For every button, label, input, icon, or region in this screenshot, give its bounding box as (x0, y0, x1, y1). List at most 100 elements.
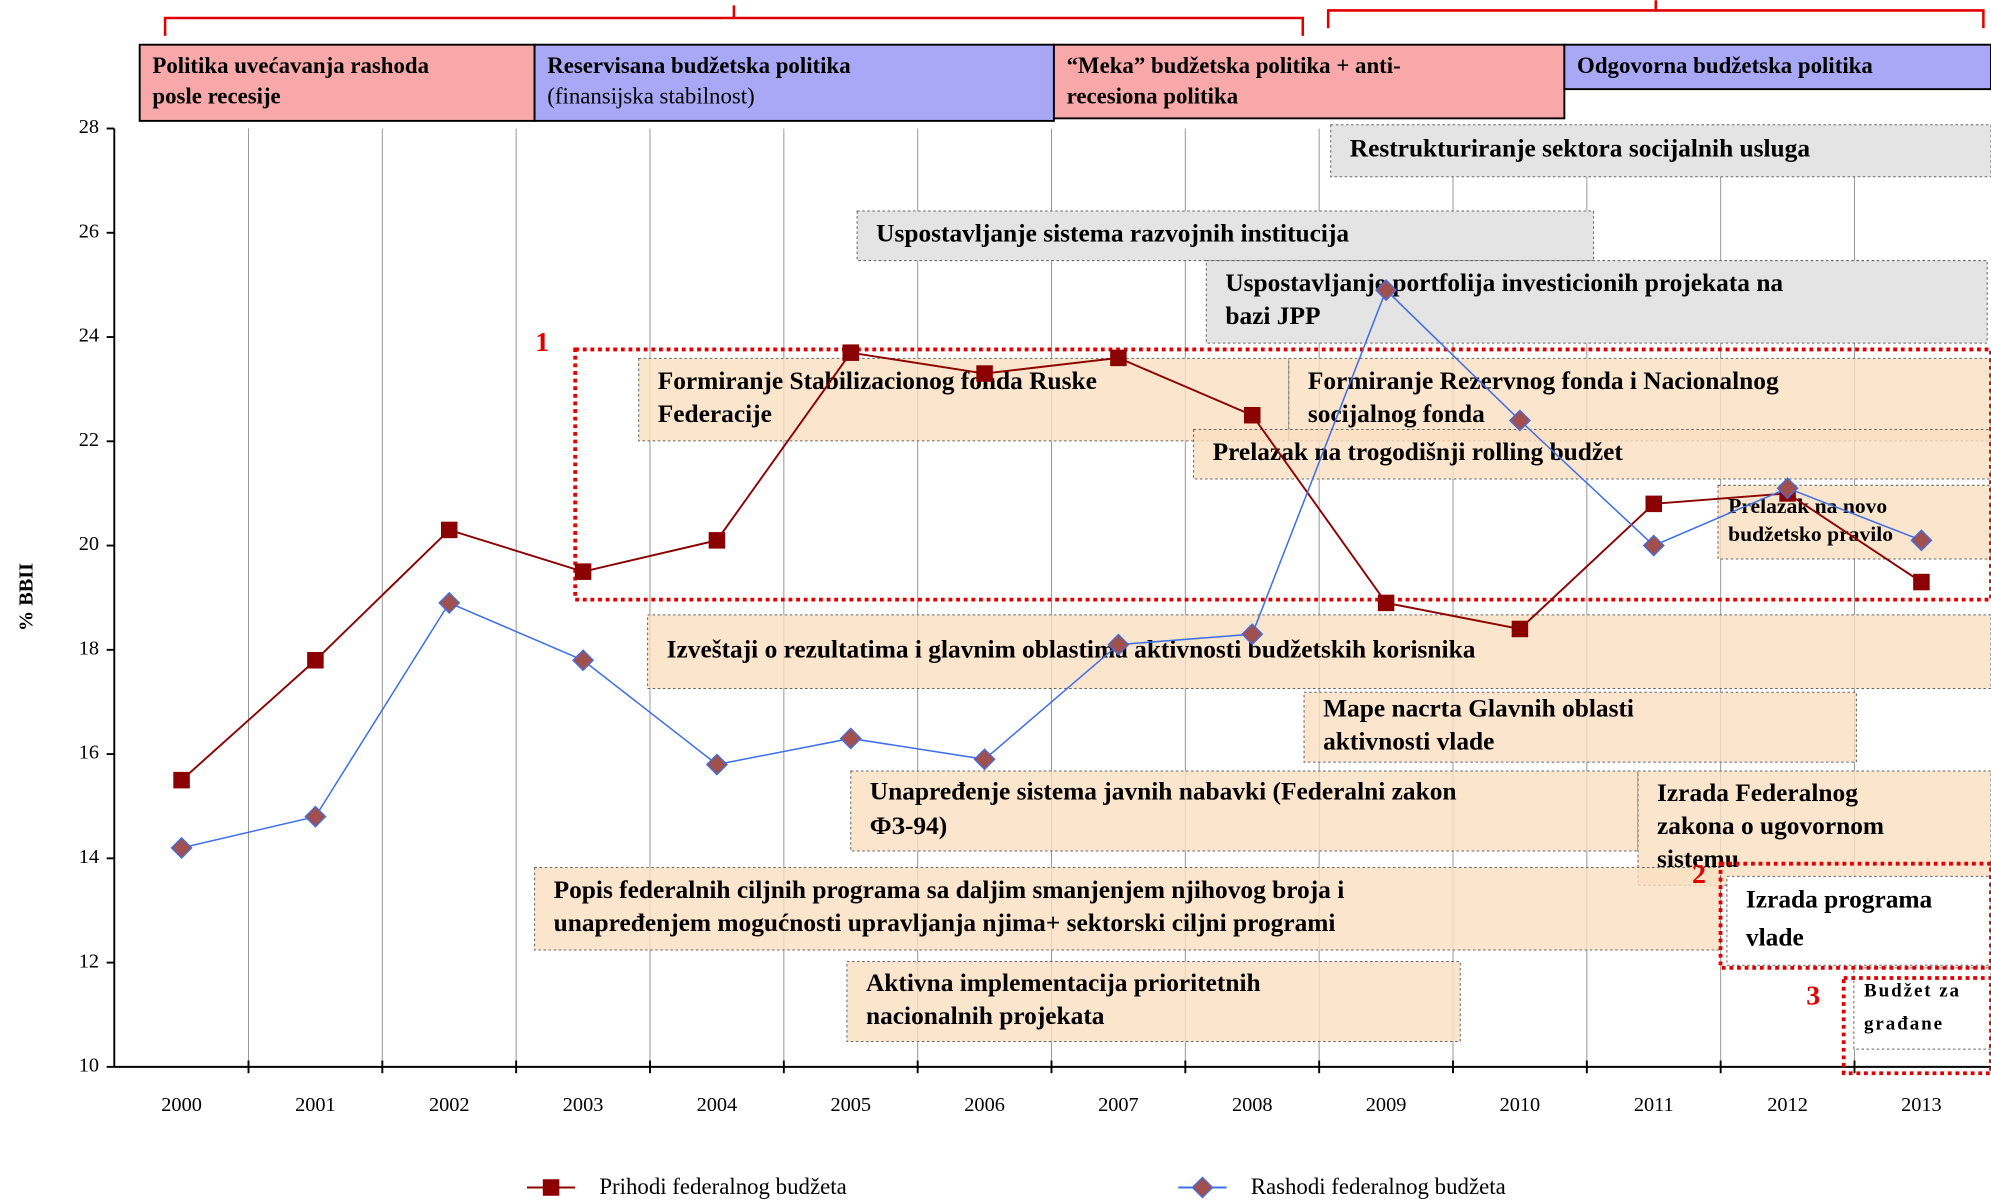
y-tick-label: 14 (79, 846, 99, 868)
annotation-text: nacionalnih projekata (866, 1002, 1105, 1030)
highlight-frame (1718, 861, 1991, 970)
x-tick-label: 2008 (1232, 1094, 1273, 1116)
annotation-text: Uspostavljanje sistema razvojnih institu… (876, 220, 1349, 248)
period-box (1052, 43, 1566, 120)
region-number: 1 (535, 327, 549, 358)
annotation-text: Izveštaji o rezultatima i glavnim oblast… (667, 635, 1476, 663)
y-tick-label: 20 (79, 533, 99, 555)
x-tick-label: 2010 (1500, 1094, 1541, 1116)
y-tick-label: 18 (79, 637, 99, 659)
data-point (1642, 534, 1665, 557)
x-tick-label: 2012 (1767, 1094, 1808, 1116)
data-point (574, 563, 592, 580)
annotation-text: Formiranje Rezervnog fonda i Nacionalnog (1308, 367, 1779, 395)
y-axis-label: % BBII (16, 563, 38, 631)
annotation-text: unapređenjem mogućnosti upravljanja njim… (554, 909, 1336, 937)
x-tick-label: 2000 (161, 1094, 202, 1116)
annotation-text: Mape nacrta Glavnih oblasti (1323, 695, 1634, 723)
data-point (1107, 633, 1130, 656)
data-point (1645, 495, 1663, 513)
data-point (1375, 279, 1398, 302)
annotation-box (534, 867, 1722, 951)
data-point (705, 753, 728, 776)
period-label: (finansijska stabilnost) (547, 83, 754, 108)
x-tick-label: 2001 (295, 1094, 336, 1116)
annotation-text: bazi JPP (1225, 302, 1320, 330)
annotation-box (1853, 967, 1991, 1050)
data-point (304, 805, 327, 828)
data-point (173, 771, 190, 789)
data-point (842, 344, 859, 361)
series-line (181, 288, 1922, 849)
highlight-frame (1841, 976, 1991, 1076)
annotation-text: Popis federalnih ciljnih programa sa dal… (554, 876, 1345, 904)
x-tick-label: 2013 (1901, 1094, 1942, 1116)
period-label: “Meka” budžetska politika + anti- (1067, 53, 1401, 78)
annotation-box (1288, 357, 1991, 442)
data-point (708, 532, 726, 549)
x-tick-label: 2004 (697, 1094, 738, 1116)
annotation-box (1726, 875, 1991, 966)
annotation-box (850, 770, 1639, 852)
region-number: 3 (1806, 981, 1820, 1012)
y-tick-label: 26 (79, 220, 99, 242)
x-tick-label: 2007 (1098, 1094, 1139, 1116)
annotation-text: Uspostavljanje portfolija investicionih … (1225, 269, 1783, 297)
x-tick-label: 2009 (1366, 1094, 1407, 1116)
y-tick-label: 22 (79, 429, 99, 451)
data-point (1191, 1176, 1214, 1199)
data-point (973, 748, 996, 771)
annotation-text: Izrada programa (1746, 886, 1933, 914)
annotation-box (846, 960, 1461, 1042)
annotation-box (1330, 124, 1991, 178)
period-label: posle recesije (152, 83, 280, 108)
data-point (1110, 349, 1127, 367)
annotation-box (1303, 691, 1857, 763)
x-tick-label: 2002 (429, 1094, 470, 1116)
data-point (1913, 573, 1930, 591)
data-point (1377, 594, 1395, 612)
data-point (440, 521, 458, 539)
data-point (307, 651, 324, 669)
data-point (542, 1179, 560, 1196)
annotation-text: aktivnosti vlade (1323, 728, 1494, 756)
annotation-text: budžetsko pravilo (1728, 522, 1893, 546)
period-label: Reservisana budžetska politika (547, 53, 851, 78)
y-tick-label: 28 (79, 116, 99, 138)
period-brackets (163, 0, 1985, 36)
annotation-box (1193, 428, 1991, 480)
x-tick-label: 2005 (830, 1094, 871, 1116)
period-label: Odgovorna budžetska politika (1577, 53, 1873, 78)
annotation-text: građane (1864, 1013, 1944, 1034)
period-box (138, 43, 536, 122)
y-tick-label: 24 (79, 325, 99, 347)
annotation-text: Prelazak na trogodišnji rolling budžet (1213, 438, 1624, 466)
x-tick-label: 2011 (1634, 1094, 1674, 1116)
period-box (1563, 43, 1991, 91)
x-tick-label: 2003 (563, 1094, 604, 1116)
annotation-text: Budžet za (1864, 980, 1961, 1001)
legend-label: Prihodi federalnog budžeta (599, 1174, 846, 1199)
data-point (1910, 529, 1933, 552)
data-point (1243, 406, 1261, 424)
annotation-box (1637, 770, 1991, 886)
data-point (170, 836, 193, 859)
period-label: Politika uvećavanja rashoda (152, 53, 429, 78)
annotation-box (856, 210, 1595, 262)
annotation-text: Federacije (658, 400, 772, 428)
data-point (1511, 620, 1529, 638)
x-tick-label: 2006 (964, 1094, 1005, 1116)
data-point (1508, 409, 1531, 432)
annotation-text: zakona o ugovornom (1657, 812, 1884, 840)
annotation-box (647, 614, 1991, 689)
annotation-text: Restrukturiranje sektora socijalnih uslu… (1350, 135, 1811, 163)
annotation-box (638, 357, 1290, 442)
y-tick-label: 12 (79, 950, 99, 972)
annotation-box (1205, 260, 1988, 344)
annotation-text: Formiranje Stabilizacionog fonda Ruske (658, 367, 1097, 395)
data-point (438, 591, 461, 614)
data-point (976, 365, 993, 382)
period-label: recesiona politika (1067, 83, 1239, 108)
region-number: 2 (1692, 859, 1706, 890)
